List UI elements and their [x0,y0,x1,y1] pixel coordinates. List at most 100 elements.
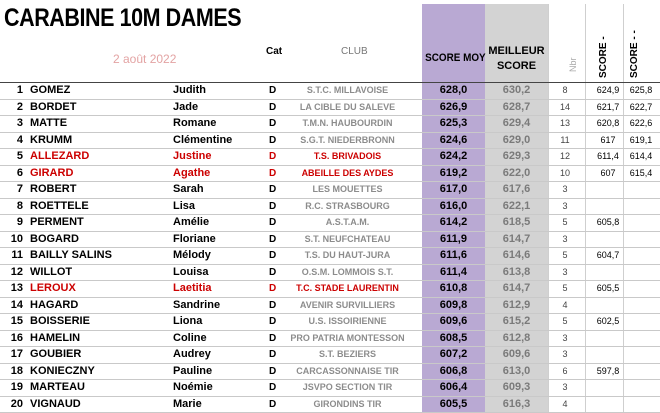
prenom-cell: Marie [173,397,202,410]
cat-cell: D [269,134,277,146]
table-row: 13 LEROUX Laetitia D T.C. STADE LAURENTIN 610… [0,281,660,298]
meilleur-score-cell: 628,7 [502,100,531,113]
club-cell: T.M.N. HAUBOURDIN [302,118,393,128]
table-row: 8 ROETTELE Lisa D R.C. STRASBOURG 616,0 622,1 3 [0,199,660,215]
cat-cell: D [269,365,277,377]
meilleur-score-cell: 614,7 [502,232,531,245]
score-moy-cell: 619,2 [439,166,468,179]
nom-cell: PERMENT [30,216,84,228]
cat-cell: D [269,200,277,212]
score-moy-cell: 624,6 [439,133,468,146]
prenom-cell: Coline [173,331,207,344]
cat-cell: D [269,332,277,344]
prenom-cell: Justine [173,150,212,162]
meilleur-score-cell: 617,6 [502,183,531,195]
cat-cell: D [269,349,277,360]
club-cell: S.G.T. NIEDERBRONN [300,134,395,145]
nom-cell: BAILLY SALINS [30,249,112,261]
nbr-cell: 5 [562,316,568,326]
cat-cell: D [269,283,277,294]
header-nbr: Nbr [568,57,578,72]
meilleur-score-cell: 618,5 [502,216,531,228]
score-moy-cell: 609,8 [439,298,468,311]
nom-cell: KRUMM [30,133,73,146]
cat-cell: D [269,184,277,195]
rank-cell: 2 [16,100,23,113]
prenom-cell: Sarah [173,183,204,195]
club-cell: S.T. BEZIERS [318,349,376,359]
rank-cell: 16 [10,331,23,344]
score-moy-cell: 605,5 [439,397,468,410]
prenom-cell: Sandrine [173,298,221,311]
cat-cell: D [269,266,277,278]
nbr-cell: 11 [560,134,570,145]
club-cell: S.T.C. MILLAVOISE [306,85,389,95]
club-cell: T.S. BRIVADOIS [313,151,382,161]
score-moy-column-bg [422,4,485,413]
meilleur-score-cell: 613,8 [502,265,531,278]
nbr-cell: 4 [562,299,568,310]
nbr-cell: 5 [562,283,568,293]
rank-cell: 18 [10,364,23,377]
header-separator [0,82,660,83]
table-row: 2 BORDET Jade D LA CIBLE DU SALEVE 626,9 628,7… [0,100,660,116]
club-cell: A.S.T.A.M. [325,217,370,227]
nbr-cell: 3 [562,349,568,359]
score-minus-cell: 620,8 [596,118,620,128]
date-label: 2 août 2022 [113,52,177,66]
score-minus-cell: 597,8 [596,365,620,376]
table-row: 15 BOISSERIE Liona D U.S. ISSOIRIENNE 609,6 61… [0,314,660,331]
meilleur-score-cell: 614,7 [502,282,531,294]
nbr-cell: 8 [562,85,568,95]
rank-cell: 5 [16,150,23,162]
nbr-cell: 3 [562,266,568,277]
cat-cell: D [269,299,277,311]
nbr-cell: 14 [559,101,570,112]
score-minus-cell: 607 [600,167,616,178]
score-moy-cell: 610,8 [439,282,468,294]
page-title: CARABINE 10M DAMES [4,4,242,32]
column-divider [548,4,549,413]
score-moy-cell: 606,4 [439,381,468,393]
nom-cell: LEROUX [30,282,76,294]
prenom-cell: Pauline [173,364,213,377]
prenom-cell: Laetitia [173,282,212,294]
club-cell: CARCASSONNAISE TIR [296,365,399,376]
meilleur-score-cell: 615,2 [502,315,531,327]
column-divider [585,4,586,413]
score-minus-cell: 611,4 [597,151,619,161]
nbr-cell: 6 [562,365,568,376]
column-divider [623,4,624,413]
score-moy-cell: 608,5 [439,331,468,344]
club-cell: JSVPO SECTION TIR [302,382,393,392]
table-row: 6 GIRARD Agathe D ABEILLE DES AYDES 619,2 622,… [0,166,660,182]
club-cell: LA CIBLE DU SALEVE [299,101,396,112]
score-minus-minus-cell: 622,6 [629,118,653,128]
table-row: 18 KONIECZNY Pauline D CARCASSONNAISE TIR 606… [0,364,660,380]
nom-cell: KONIECZNY [30,364,95,377]
meilleur-score-cell: 614,6 [502,249,531,261]
meilleur-score-cell: 629,0 [502,133,531,146]
rank-cell: 11 [11,249,23,261]
score-moy-cell: 617,0 [439,183,468,195]
meilleur-score-cell: 629,4 [502,117,531,129]
club-cell: O.S.M. LOMMOIS S.T. [301,266,394,277]
score-moy-cell: 606,8 [439,364,468,377]
nbr-cell: 3 [562,233,568,244]
club-cell: PRO PATRIA MONTESSON [290,332,405,343]
score-minus-cell: 617 [600,134,616,145]
header-meilleur-line1: MEILLEUR [488,45,545,57]
header-cat: Cat [266,46,283,57]
nbr-cell: 3 [562,382,568,392]
table-row: 4 KRUMM Clémentine D S.G.T. NIEDERBRONN 624,6… [0,133,660,149]
nom-cell: MARTEAU [30,381,85,393]
cat-cell: D [269,250,277,261]
rank-cell: 20 [10,397,23,410]
score-moy-cell: 611,9 [440,232,467,245]
score-minus-minus-cell: 625,8 [629,85,653,95]
nom-cell: GOMEZ [30,84,71,96]
nom-cell: GIRARD [30,166,74,179]
meilleur-score-cell: 630,2 [502,84,531,96]
cat-cell: D [269,316,277,327]
table-row: 7 ROBERT Sarah D LES MOUETTES 617,0 617,6 3 [0,182,660,199]
